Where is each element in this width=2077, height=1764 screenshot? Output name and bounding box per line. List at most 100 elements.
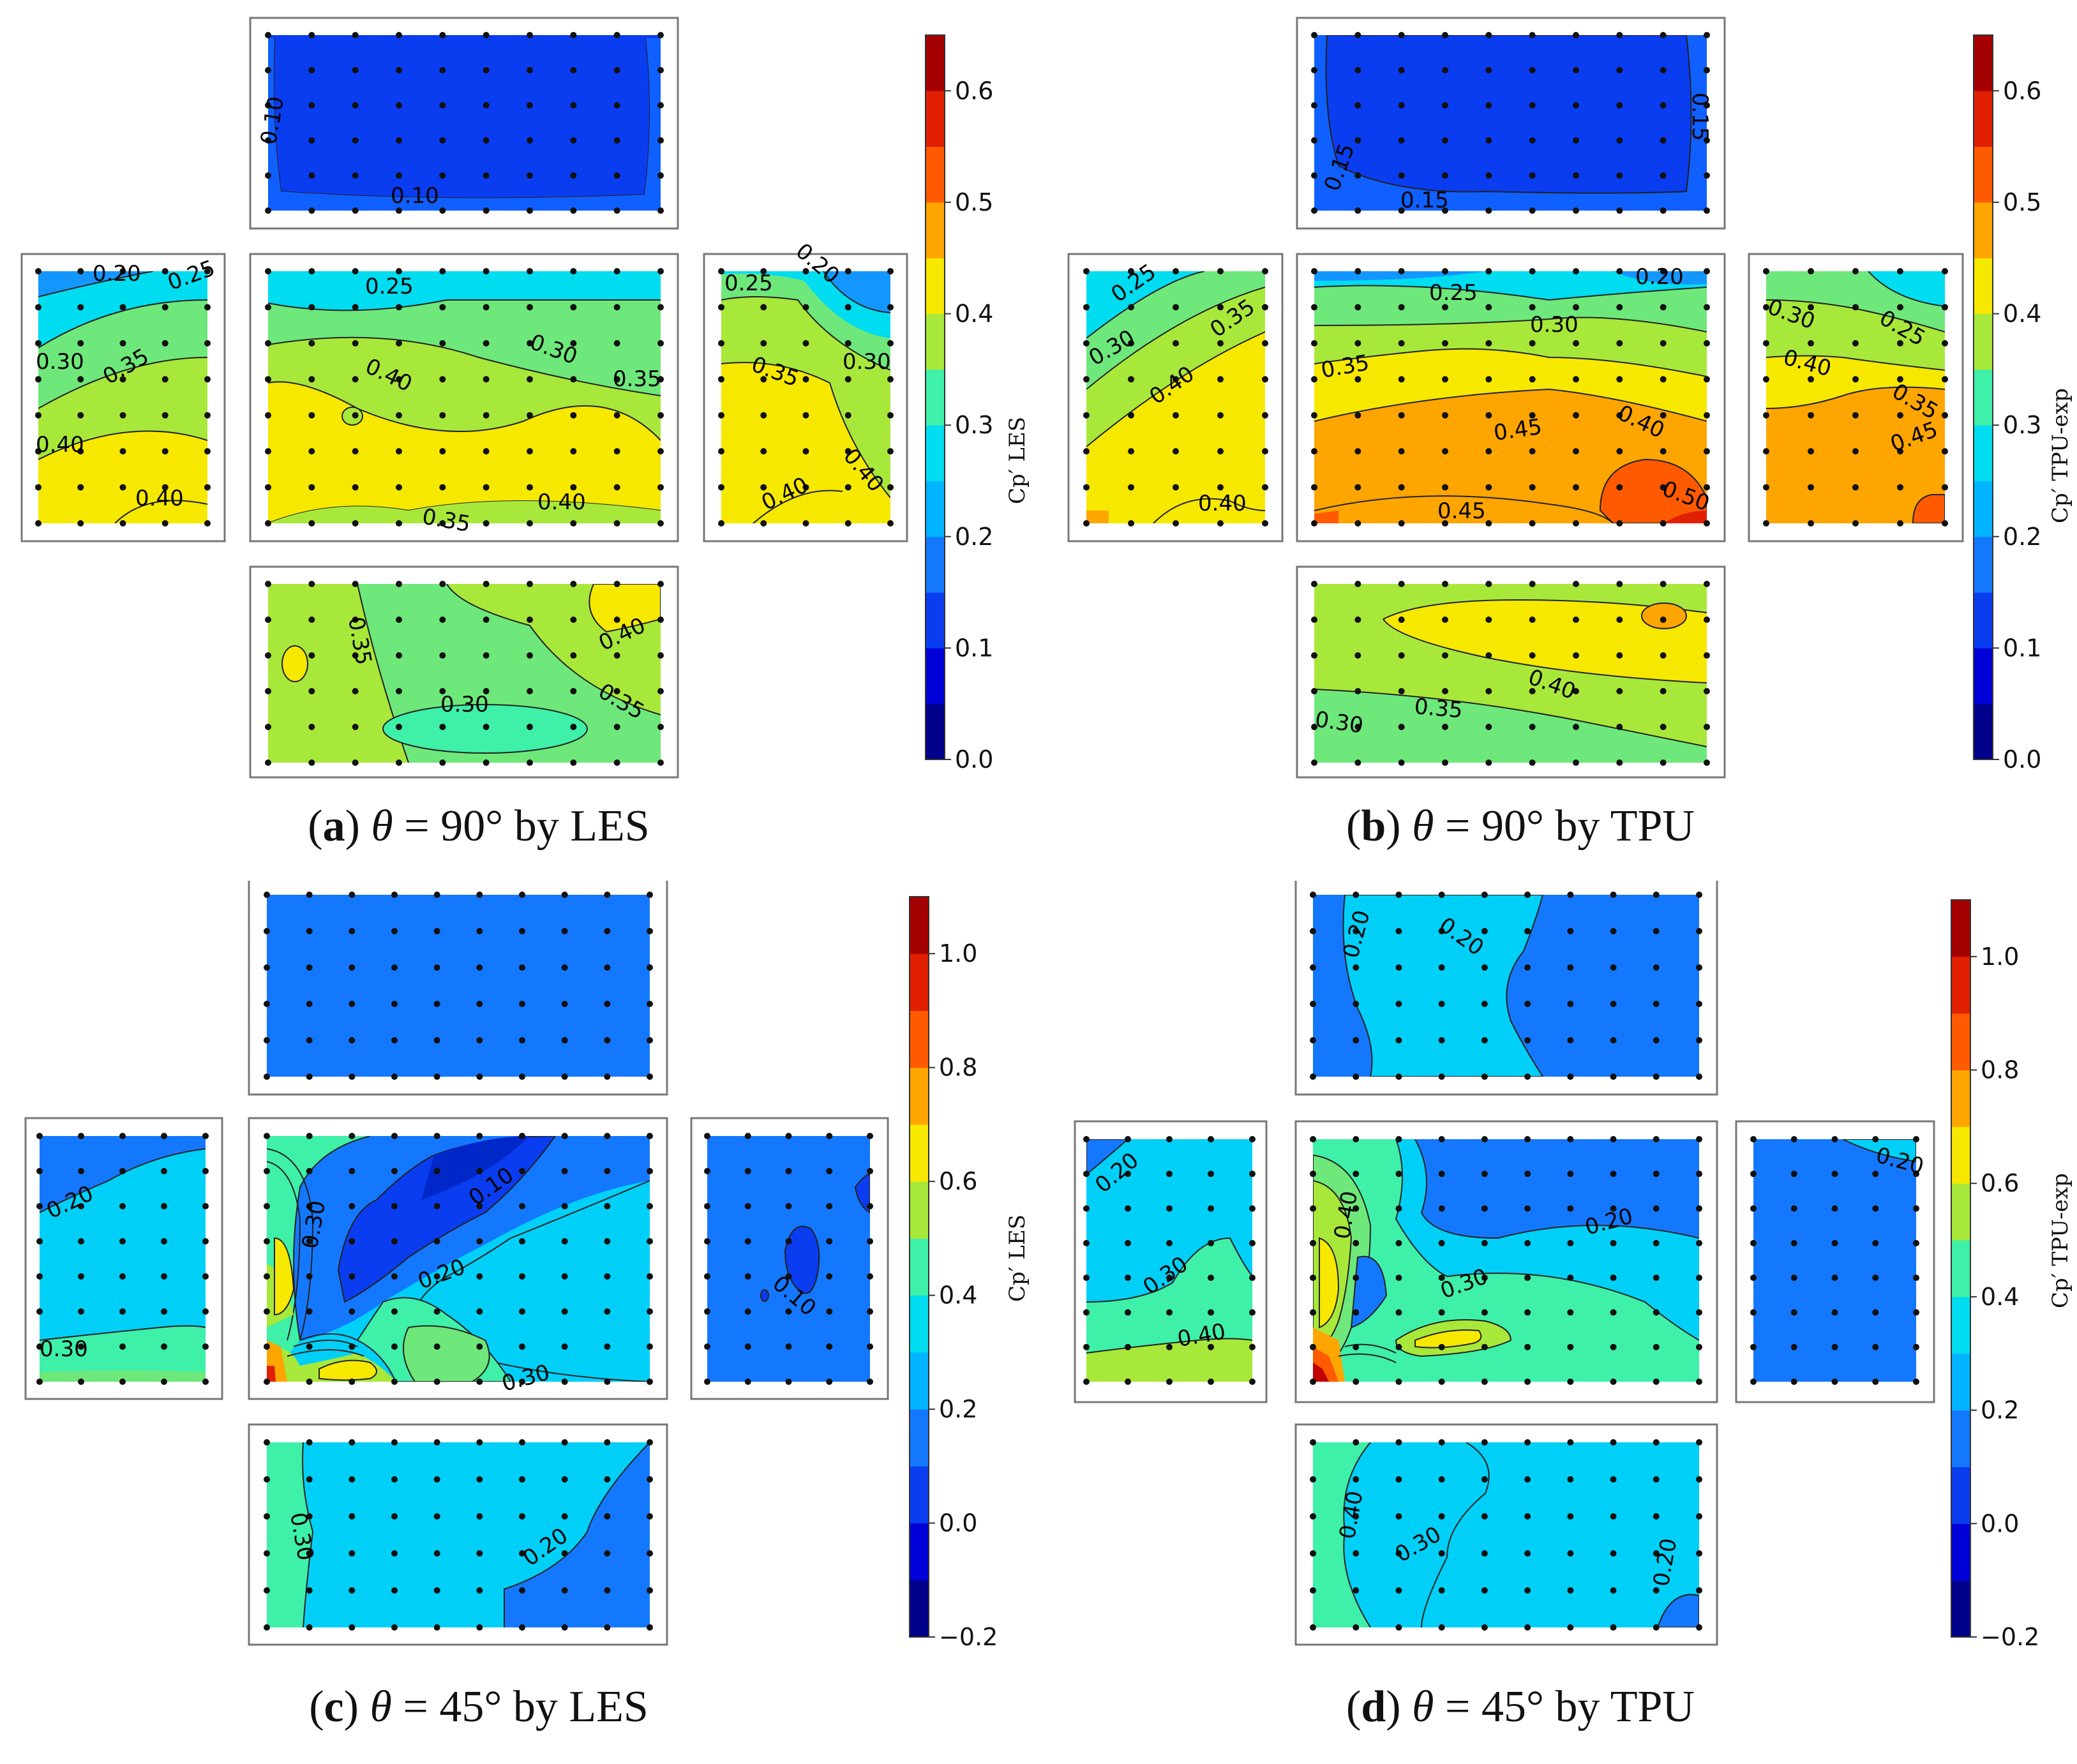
tap-point	[1398, 724, 1405, 730]
tap-point	[1353, 1170, 1360, 1177]
tap-point	[570, 724, 577, 730]
tap-point	[1354, 520, 1361, 527]
tap-point	[1249, 1309, 1256, 1316]
tap-point	[476, 1238, 483, 1245]
tap-point	[561, 964, 568, 971]
tap-point	[1311, 520, 1317, 527]
tap-point	[1217, 376, 1224, 383]
tap-point	[718, 448, 724, 455]
tap-point	[1398, 102, 1405, 108]
tap-point	[527, 172, 533, 179]
face-bottom	[1314, 584, 1707, 763]
tap-point	[519, 892, 525, 898]
colorbar-segment	[1951, 1410, 1970, 1467]
tap-point	[1398, 137, 1405, 144]
tap-point	[1704, 688, 1710, 694]
tap-point	[439, 759, 446, 766]
tap-point	[1942, 484, 1948, 491]
colorbar-segment	[926, 202, 945, 258]
tap-point	[1524, 1136, 1531, 1142]
tap-point	[604, 1624, 611, 1631]
tap-point	[161, 1238, 167, 1245]
tap-point	[264, 1513, 270, 1520]
tap-point	[265, 137, 271, 144]
tap-point	[36, 1238, 43, 1245]
contour-label: 0.25	[724, 271, 773, 296]
tap-point	[561, 1001, 568, 1007]
tap-point	[1610, 892, 1617, 898]
tap-point	[1524, 1170, 1531, 1177]
tap-point	[785, 1168, 792, 1174]
tap-point	[77, 412, 84, 419]
tap-point	[527, 304, 533, 311]
tap-point	[1897, 268, 1903, 274]
tap-point	[1913, 1205, 1919, 1212]
tap-point	[1125, 1239, 1131, 1246]
tap-point	[1529, 172, 1536, 179]
tap-point	[1913, 1136, 1919, 1142]
colorbar-segment	[1974, 425, 1993, 481]
tap-point	[1217, 484, 1224, 491]
tap-point	[1442, 520, 1448, 527]
tap-point	[613, 652, 620, 659]
tap-point	[1353, 964, 1360, 971]
tap-point	[802, 268, 809, 274]
tap-point	[476, 1273, 483, 1280]
tap-point	[433, 1037, 440, 1043]
tap-point	[1395, 1136, 1402, 1142]
tap-point	[604, 1439, 611, 1446]
tap-point	[265, 172, 271, 179]
tap-point	[1354, 67, 1361, 73]
tap-point	[202, 1238, 209, 1245]
tap-point	[433, 964, 440, 971]
colorbar-segment	[1951, 956, 1970, 1014]
tap-point	[527, 520, 533, 527]
tap-point	[647, 1037, 653, 1043]
tap-point	[1524, 1550, 1531, 1557]
tap-point	[1208, 1136, 1214, 1142]
tap-point	[1616, 484, 1623, 491]
tap-point	[1354, 268, 1361, 274]
tap-point	[1173, 448, 1179, 455]
tap-point	[1852, 412, 1859, 419]
tap-point	[1763, 484, 1769, 491]
tap-point	[36, 1168, 43, 1174]
tap-point	[483, 412, 490, 419]
tap-point	[1208, 1274, 1214, 1282]
tap-point	[1353, 1001, 1360, 1007]
colorbar-segment	[1951, 1467, 1970, 1524]
tap-point	[527, 207, 533, 214]
tap-point	[1897, 412, 1903, 419]
tap-point	[391, 1379, 398, 1385]
tap-point	[483, 581, 490, 587]
panel-caption: (d) θ = 45° by TPU	[1346, 1682, 1695, 1731]
tap-point	[604, 1476, 611, 1483]
tap-point	[1660, 724, 1667, 730]
tap-point	[802, 304, 809, 311]
tap-point	[1442, 137, 1448, 144]
tap-point	[352, 304, 359, 311]
tap-point	[647, 1550, 653, 1557]
tap-point	[391, 1624, 398, 1631]
tap-point	[1567, 1587, 1574, 1594]
colorbar-segment	[910, 1409, 929, 1467]
tap-point	[561, 892, 568, 898]
colorbar-tick-label: 0.0	[955, 745, 993, 774]
colorbar-tick-label: 0.6	[939, 1167, 977, 1195]
tap-point	[1529, 340, 1536, 347]
tap-point	[1125, 1379, 1131, 1385]
tap-point	[35, 268, 41, 274]
tap-point	[202, 1308, 209, 1315]
tap-point	[1653, 1274, 1660, 1282]
tap-point	[308, 137, 315, 144]
tap-point	[265, 484, 271, 491]
tap-point	[1310, 1274, 1316, 1282]
tap-point	[119, 412, 126, 419]
tap-point	[785, 1343, 792, 1350]
tap-point	[77, 520, 84, 527]
tap-point	[161, 1273, 167, 1280]
tap-point	[1217, 268, 1224, 274]
tap-point	[1653, 1624, 1660, 1631]
tap-point	[826, 1168, 833, 1174]
tap-point	[570, 484, 577, 491]
